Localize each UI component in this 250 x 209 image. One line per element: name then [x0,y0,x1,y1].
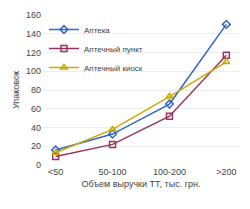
svg-text:100-200: 100-200 [153,167,186,177]
svg-text:120: 120 [26,48,41,58]
svg-text:50-100: 50-100 [99,167,127,177]
svg-text:80: 80 [31,85,41,95]
svg-text:140: 140 [26,29,41,39]
svg-text:Объем выручки ТТ, тыс. грн.: Объем выручки ТТ, тыс. грн. [82,179,201,189]
svg-text:Аптечный пункт: Аптечный пункт [84,45,143,54]
svg-text:Упаковок: Упаковок [11,71,21,109]
svg-text:>200: >200 [216,167,236,177]
svg-text:Аптечный киоск: Аптечный киоск [84,64,143,73]
svg-text:60: 60 [31,104,41,114]
svg-text:20: 20 [31,141,41,151]
svg-text:100: 100 [26,66,41,76]
svg-text:<50: <50 [48,167,63,177]
svg-text:Аптека: Аптека [84,26,110,35]
svg-text:0: 0 [36,160,41,170]
svg-text:160: 160 [26,10,41,20]
svg-text:40: 40 [31,123,41,133]
